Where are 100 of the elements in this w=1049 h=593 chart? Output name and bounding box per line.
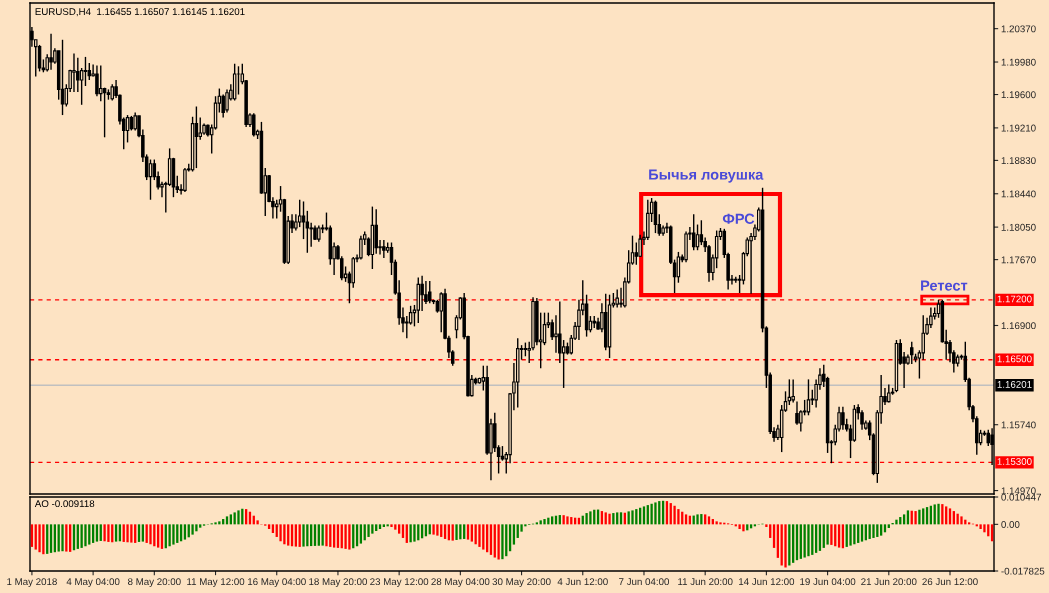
candlestick	[791, 378, 795, 404]
bar	[283, 524, 286, 545]
x-tick-label: 26 Jun 12:00	[922, 578, 978, 586]
bar	[516, 524, 519, 538]
bar	[738, 524, 741, 529]
candlestick	[420, 275, 424, 312]
bar	[126, 524, 129, 543]
x-tick-label: 19 Jun 04:00	[800, 578, 856, 586]
x-tick-label: 23 May 12:00	[370, 578, 429, 588]
bar	[562, 515, 565, 525]
bar	[279, 524, 282, 542]
bar	[830, 524, 833, 545]
bar	[38, 524, 41, 553]
bar	[918, 509, 921, 525]
chart-title: EURUSD,H4 1.16455 1.16507 1.16145 1.16201	[35, 8, 245, 17]
bar	[784, 524, 787, 568]
x-tick-label: 1 May 2018	[7, 578, 57, 588]
y-tick-label: -0.017825	[1001, 567, 1045, 575]
x-tick-label: 7 Jun 04:00	[619, 578, 670, 586]
candlestick	[225, 88, 229, 114]
bar	[199, 524, 202, 528]
y-tick-label: 1.18440	[1001, 190, 1036, 198]
bar	[937, 503, 940, 525]
bar	[478, 524, 481, 547]
bar	[654, 502, 657, 525]
bar	[382, 524, 385, 527]
candlestick	[183, 167, 187, 193]
bar	[325, 524, 328, 547]
bar	[317, 524, 320, 546]
bar	[979, 524, 982, 529]
ref-line-label: 1.16201	[997, 381, 1032, 388]
bar	[359, 524, 363, 544]
candlestick	[221, 93, 225, 119]
candlestick	[795, 400, 799, 426]
bar	[880, 524, 883, 536]
candlestick	[72, 52, 76, 93]
candlestick	[910, 341, 914, 365]
bar	[849, 524, 852, 546]
x-tick-label: 30 May 20:00	[492, 578, 551, 588]
y-tick-label: 1.18050	[1001, 223, 1036, 231]
bar	[168, 524, 171, 547]
x-tick-label: 11 May 12:00	[187, 578, 245, 588]
bar	[398, 524, 401, 534]
bar	[436, 524, 439, 536]
y-tick-label: 1.14970	[1001, 487, 1036, 495]
bar	[218, 521, 221, 525]
bar	[275, 524, 278, 537]
bar	[631, 510, 634, 525]
bar	[378, 524, 382, 529]
x-tick-label: 18 May 20:00	[309, 578, 368, 588]
x-tick-label: 8 May 20:00	[128, 578, 181, 588]
x-tick-label: 16 May 04:00	[248, 578, 306, 588]
y-tick-label: 1.15740	[1001, 421, 1036, 429]
candlestick	[634, 241, 639, 266]
bar	[256, 520, 259, 525]
bar	[585, 513, 588, 525]
candlestick	[95, 64, 99, 97]
bar	[390, 524, 393, 527]
x-tick-label: 4 May 04:00	[66, 578, 120, 588]
bar	[983, 524, 986, 533]
bar	[34, 524, 37, 550]
bar	[482, 524, 485, 550]
y-tick-label: 1.19600	[1001, 91, 1036, 99]
bar	[130, 524, 133, 543]
annotation: Бычья ловушка	[649, 169, 764, 183]
candlestick	[646, 199, 650, 241]
bar	[887, 524, 890, 528]
bar	[914, 511, 917, 525]
bar	[172, 524, 175, 545]
bar	[321, 524, 324, 546]
x-tick-label: 28 May 04:00	[431, 578, 490, 588]
bar	[348, 524, 351, 550]
candlestick	[252, 112, 256, 138]
y-tick-label: 1.16900	[1001, 322, 1036, 330]
bar	[65, 524, 68, 552]
candlestick	[305, 210, 310, 254]
bar	[837, 524, 841, 548]
bar	[157, 524, 160, 548]
bar	[432, 524, 435, 535]
y-tick-label: 0.00	[1001, 521, 1020, 528]
candlestick	[405, 315, 409, 340]
bar	[512, 524, 516, 545]
y-tick-label: 0.010447	[1001, 493, 1042, 501]
bar	[853, 524, 856, 545]
bar	[191, 524, 194, 535]
bar	[122, 524, 125, 542]
bar	[413, 524, 416, 542]
bar	[872, 524, 875, 538]
bar	[466, 524, 470, 540]
y-tick-label: 1.19980	[1001, 58, 1036, 66]
candlestick	[428, 280, 432, 304]
x-tick-label: 21 Jun 20:00	[861, 578, 917, 586]
bar	[589, 511, 592, 525]
bar	[566, 516, 569, 525]
bar	[375, 524, 378, 531]
bar	[394, 524, 397, 530]
bar	[826, 524, 829, 545]
bar	[451, 524, 454, 541]
bar	[183, 524, 187, 540]
x-tick-label: 11 Jun 20:00	[678, 578, 733, 586]
